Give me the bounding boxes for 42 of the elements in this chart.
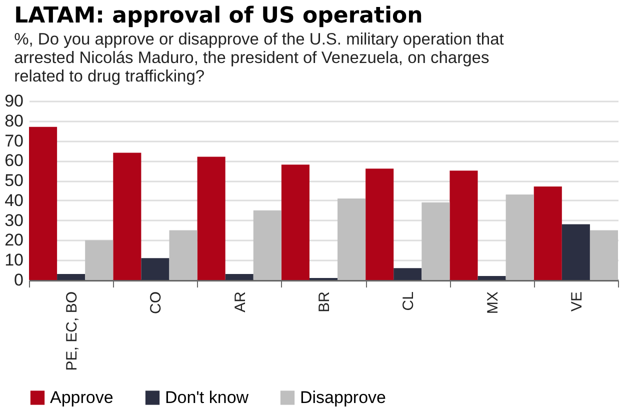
x-tick-label: VE (568, 292, 586, 312)
y-tick-label: 20 (4, 230, 24, 250)
x-tick-label: CO (148, 292, 165, 314)
bar (253, 210, 282, 280)
x-tick-label: AR (232, 291, 249, 312)
y-tick-label: 50 (4, 171, 24, 190)
bar (422, 202, 450, 280)
legend-label: Don't know (165, 388, 250, 407)
x-tick-label: MX (484, 292, 502, 314)
bar (394, 268, 422, 280)
y-tick-label: 70 (4, 131, 24, 150)
bar (225, 274, 254, 280)
bar (29, 126, 58, 280)
y-tick-label: 30 (4, 210, 24, 230)
bar (366, 168, 394, 280)
bar (57, 274, 86, 280)
bar (478, 276, 506, 280)
bar (590, 230, 618, 280)
y-tick-label: 0 (14, 270, 24, 290)
bar (141, 258, 170, 280)
y-tick-label: 80 (4, 111, 24, 130)
bar (169, 230, 198, 280)
chart-subtitle: %, Do you approve or disapprove of the U.S. military operation that arrested Nicolás Maduro, the president of Venezuela, on charges related to drug trafficking? (14, 30, 504, 86)
bar (197, 156, 226, 280)
x-tick-label: PE, EC, BO (64, 292, 81, 371)
bar (506, 194, 534, 280)
x-tick-label: CL (400, 292, 418, 311)
bar (338, 198, 366, 280)
x-tick-label: BR (316, 291, 333, 312)
chart-title: LATAM: approval of US operation (14, 4, 423, 28)
bar (562, 224, 590, 280)
bar (281, 164, 310, 280)
y-tick-label: 60 (4, 151, 24, 170)
bar (113, 152, 142, 280)
legend-label: Approve (50, 388, 114, 407)
bar (450, 170, 478, 280)
y-tick-label: 10 (4, 250, 24, 270)
legend-label: Disapprove (300, 388, 386, 407)
y-tick-label: 90 (4, 92, 24, 110)
bar (534, 186, 562, 280)
bar (85, 240, 114, 280)
y-tick-label: 40 (4, 190, 24, 210)
